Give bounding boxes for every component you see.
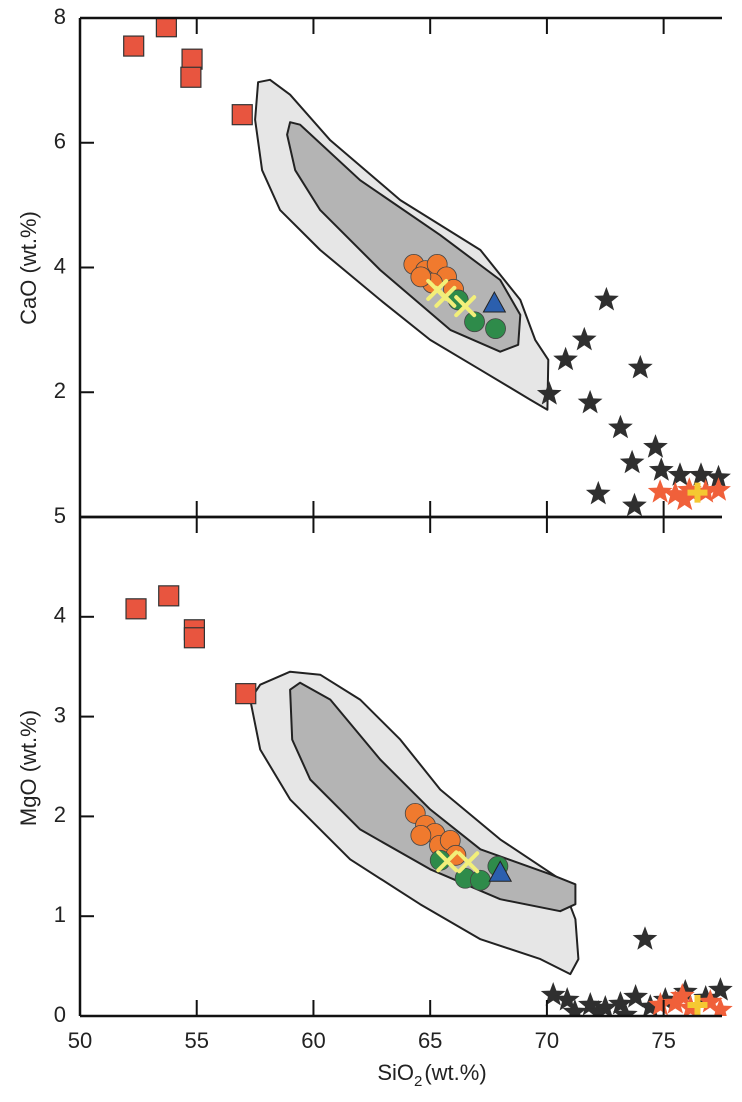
star-marker [623,984,648,1008]
square-marker [123,35,145,57]
y-tick-label: 3 [54,702,66,727]
star-marker [594,286,619,311]
star-marker [562,999,588,1016]
star-marker [622,492,647,517]
x-tick-label: 70 [535,1028,559,1053]
star-marker [672,486,697,511]
y-axis-label: CaO (wt.%) [16,211,41,325]
star-marker [667,462,693,486]
star-marker [647,479,673,503]
plus-marker [687,995,708,1016]
star-marker [662,990,688,1014]
star-marker [669,983,695,1007]
y-tick-label: 8 [54,4,66,29]
star-marker [648,457,674,481]
x-label-main: SiO [377,1060,414,1085]
star-marker [638,994,663,1016]
cross-marker [457,851,480,874]
star-marker [693,985,718,1009]
star-marker [632,926,658,950]
star-marker [706,464,731,489]
circle-marker [464,311,485,333]
x-tick-label: 75 [651,1028,675,1053]
star-marker [688,462,714,486]
square-marker [231,104,253,126]
x-label-unit: (wt.%) [424,1060,486,1085]
star-marker [698,989,723,1013]
y-axis-label: MgO (wt.%) [16,710,41,826]
star-marker [585,1000,611,1016]
star-marker [608,414,633,439]
circle-marker [410,266,432,288]
star-marker [592,995,618,1016]
star-marker [536,381,562,405]
star-marker [577,389,603,414]
star-marker [662,481,688,506]
square-marker [180,66,202,88]
cross-marker [434,285,457,308]
star-marker [708,977,733,1001]
star-marker [540,982,566,1006]
star-marker [578,992,603,1016]
star-marker [585,480,611,505]
circle-marker [485,318,506,340]
star-marker [553,346,578,371]
cross-marker [454,295,477,318]
y-tick-label: 4 [54,603,66,628]
square-marker [183,627,205,649]
y-tick-label: 2 [54,802,66,827]
y-tick-label: 1 [54,902,66,927]
compositional-field [289,681,577,913]
star-marker [571,326,597,351]
star-marker [708,997,733,1016]
x-label-sub: 2 [414,1073,422,1090]
star-marker [652,987,678,1011]
x-tick-label: 50 [68,1028,92,1053]
circle-marker [469,869,491,891]
x-tick-label: 55 [184,1028,208,1053]
square-marker [155,18,177,38]
star-marker [619,449,645,474]
star-marker [706,477,731,501]
y-tick-label: 4 [54,253,66,278]
star-marker [554,987,580,1011]
star-marker [673,979,698,1003]
y-tick-label: 6 [54,129,66,154]
star-marker [627,354,653,379]
x-axis-label: SiO2(wt.%) [377,1060,486,1090]
square-marker [181,48,203,70]
cross-marker [436,850,459,873]
star-marker [643,434,668,458]
square-marker [235,683,257,705]
square-marker [125,598,147,620]
y-tick-label: 0 [54,1002,66,1027]
x-tick-label: 60 [301,1028,325,1053]
star-marker [613,1002,638,1016]
y-tick-label: 5 [54,503,66,528]
circle-marker [410,824,432,846]
square-marker [158,585,180,607]
x-tick-label: 65 [418,1028,442,1053]
triangle-marker [488,860,513,882]
star-marker [677,477,702,501]
star-marker [608,991,633,1015]
plus-marker [687,482,708,503]
triangle-marker [482,291,507,313]
y-tick-label: 2 [54,378,66,403]
star-marker [648,992,673,1016]
